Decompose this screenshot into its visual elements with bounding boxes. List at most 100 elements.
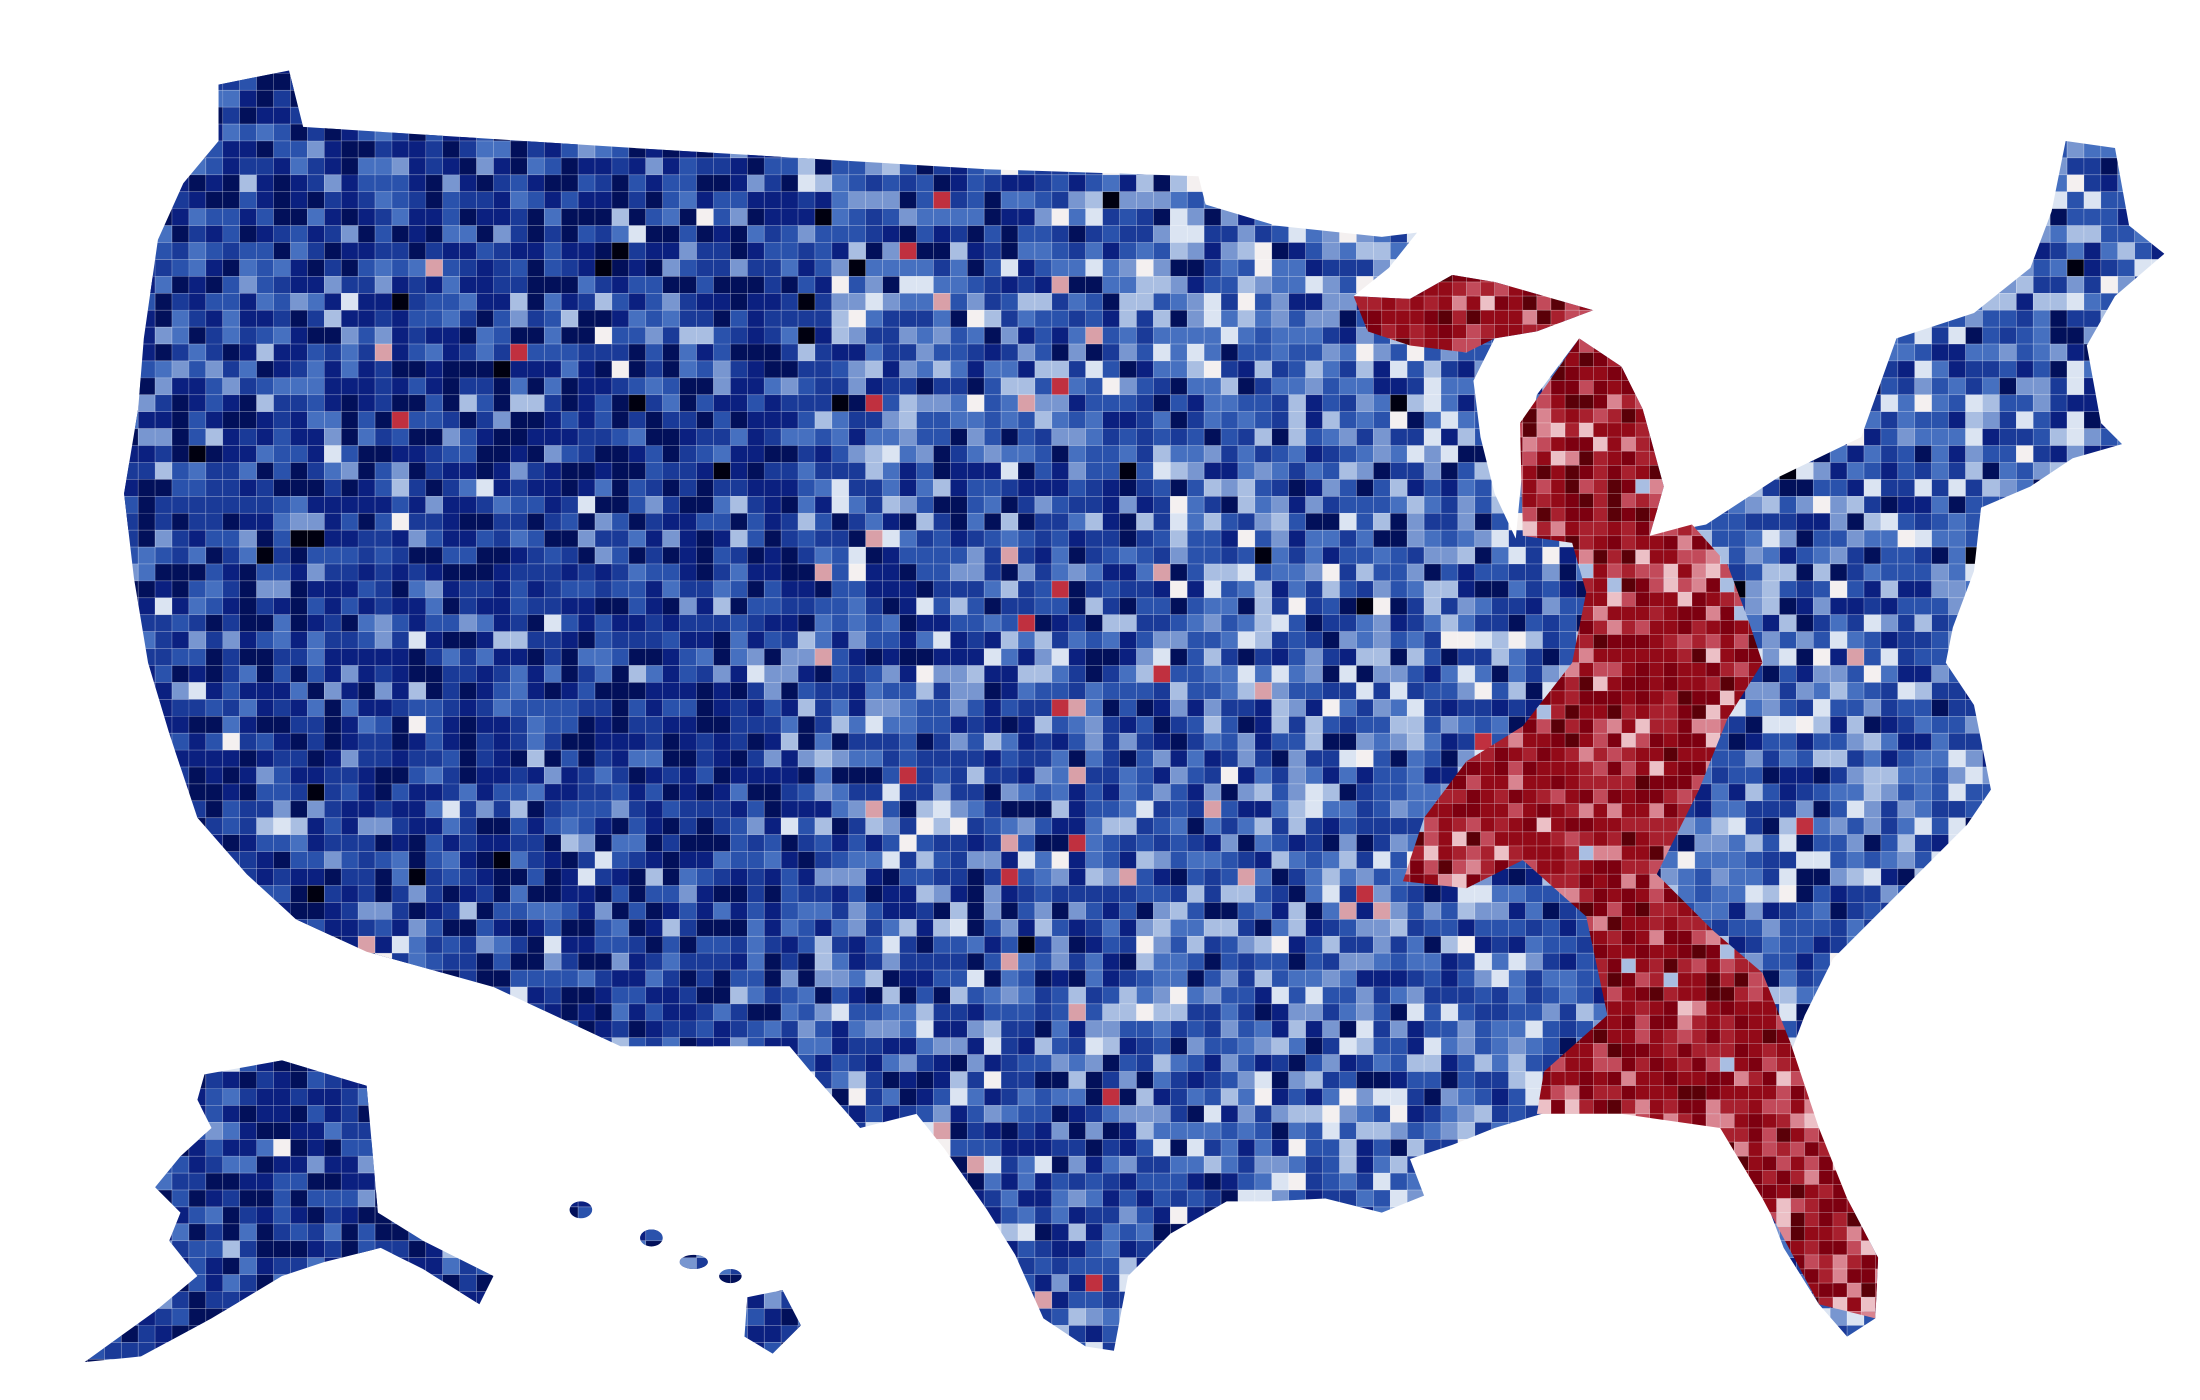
county: [1000, 546, 1019, 565]
county: [1796, 360, 1814, 379]
county: [222, 648, 240, 666]
county: [1153, 428, 1171, 446]
county: [1897, 445, 1916, 463]
county: [1051, 106, 1070, 125]
county: [2117, 496, 2136, 514]
county: [1085, 242, 1103, 260]
county: [628, 242, 647, 260]
county: [1119, 445, 1137, 463]
county: [916, 276, 934, 294]
county: [1982, 208, 2000, 226]
county: [408, 73, 427, 91]
county: [442, 225, 460, 243]
county: [1034, 462, 1053, 480]
county: [1779, 631, 1797, 649]
county: [594, 479, 613, 497]
county: [916, 648, 934, 666]
county: [459, 665, 477, 683]
county: [1373, 140, 1391, 159]
county: [1322, 89, 1340, 108]
county: [763, 631, 782, 649]
county: [2032, 597, 2051, 616]
county: [1965, 89, 1983, 108]
county: [1457, 462, 1476, 480]
county: [1389, 597, 1408, 616]
county: [1796, 496, 1814, 514]
county: [611, 631, 630, 649]
county: [425, 242, 444, 260]
county: [1237, 292, 1256, 311]
county: [1254, 394, 1273, 413]
county: [1119, 343, 1137, 362]
county: [1186, 665, 1205, 683]
county: [1508, 394, 1526, 413]
county: [1728, 106, 1746, 125]
county: [611, 174, 630, 193]
county: [408, 157, 427, 176]
county: [374, 445, 393, 463]
county: [1965, 597, 1983, 616]
county: [154, 174, 173, 193]
county: [2016, 259, 2034, 277]
county: [1897, 462, 1916, 480]
county: [1796, 70, 1814, 74]
county: [865, 208, 883, 226]
county: [645, 580, 663, 599]
county: [2016, 546, 2034, 565]
county: [2169, 259, 2186, 276]
county: [1525, 377, 1543, 396]
county: [797, 377, 816, 396]
county: [1068, 411, 1086, 429]
county: [1728, 70, 1746, 74]
county: [154, 343, 173, 362]
county: [188, 563, 207, 582]
county: [594, 665, 613, 683]
county: [1237, 512, 1256, 531]
county: [1931, 546, 1949, 565]
county: [865, 462, 883, 480]
county: [645, 242, 663, 260]
county: [2151, 512, 2165, 531]
county: [290, 259, 308, 277]
county: [696, 377, 714, 396]
county: [983, 174, 1002, 193]
county: [2083, 377, 2102, 396]
county: [1136, 89, 1154, 108]
county: [1609, 309, 1628, 328]
county: [1982, 445, 2000, 463]
county: [747, 106, 765, 125]
county: [2169, 226, 2186, 243]
county: [1999, 529, 2017, 548]
county: [1237, 225, 1256, 243]
county: [966, 123, 985, 142]
county: [1829, 73, 1848, 91]
county: [87, 157, 105, 176]
county: [662, 580, 680, 599]
county: [1389, 106, 1408, 125]
county: [510, 479, 528, 497]
county: [1373, 89, 1391, 108]
county: [628, 123, 647, 142]
county: [84, 665, 105, 700]
county: [1051, 360, 1070, 379]
county: [2049, 326, 2068, 345]
county: [933, 174, 951, 193]
county: [391, 682, 410, 700]
county: [1965, 546, 1983, 565]
county: [1897, 563, 1916, 582]
county: [1271, 326, 1290, 345]
county: [1812, 529, 1831, 548]
county: [1846, 123, 1865, 142]
county: [1305, 512, 1323, 531]
county: [171, 479, 190, 497]
county: [1965, 462, 1983, 480]
county: [1474, 411, 1493, 429]
county: [493, 242, 511, 260]
county: [1999, 715, 2017, 734]
county: [2100, 377, 2119, 396]
county: [1999, 326, 2017, 345]
county: [1017, 648, 1036, 666]
county: [2169, 90, 2186, 107]
county: [747, 614, 765, 632]
county: [104, 411, 122, 429]
